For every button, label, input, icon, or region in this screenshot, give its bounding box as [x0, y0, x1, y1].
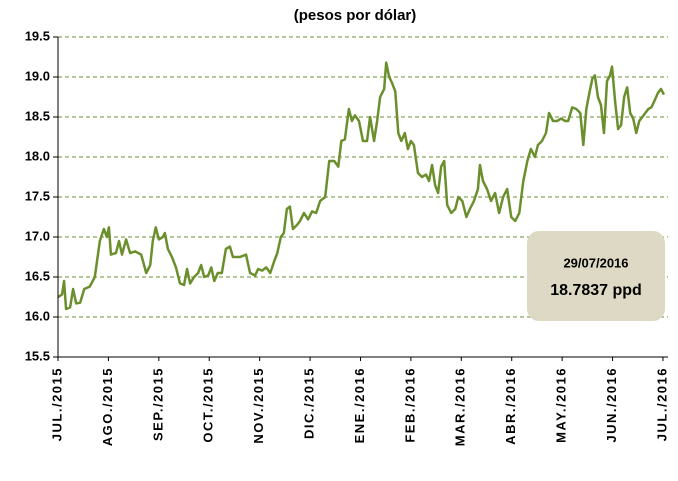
x-tick-label: MAR./2016: [453, 367, 468, 446]
x-tick-label: SEP./2015: [150, 367, 165, 441]
y-tick-label: 16.0: [25, 308, 50, 323]
x-tick-label: MAY./2016: [554, 367, 569, 443]
x-tick-label: ENE./2016: [352, 367, 367, 443]
annotation-date: 29/07/2016: [563, 255, 628, 270]
x-tick-label: JUL./2016: [654, 367, 669, 441]
price-line: [57, 61, 666, 311]
x-tick-label: AGO./2015: [100, 367, 115, 446]
x-tick-label: JUL./2015: [49, 367, 64, 441]
annotation-box: [527, 231, 665, 321]
x-tick-label: OCT./2015: [201, 367, 216, 443]
x-tick-label: NOV./2015: [251, 367, 266, 444]
x-tick-label: DIC./2015: [302, 367, 317, 439]
y-tick-label: 16.5: [25, 268, 50, 283]
y-tick-label: 17.0: [25, 228, 50, 243]
y-tick-label: 18.0: [25, 148, 50, 163]
x-tick-label: JUN./2016: [604, 367, 619, 443]
y-tick-label: 18.5: [25, 108, 50, 123]
y-tick-label: 19.5: [25, 28, 50, 43]
x-tick-label: FEB./2016: [402, 367, 417, 443]
x-tick-label: ABR./2016: [503, 367, 518, 445]
y-tick-label: 15.5: [25, 348, 50, 363]
chart-title: (pesos por dólar): [294, 7, 417, 24]
y-tick-label: 19.0: [25, 68, 50, 83]
annotation-value: 18.7837 ppd: [550, 282, 642, 299]
y-tick-label: 17.5: [25, 188, 50, 203]
